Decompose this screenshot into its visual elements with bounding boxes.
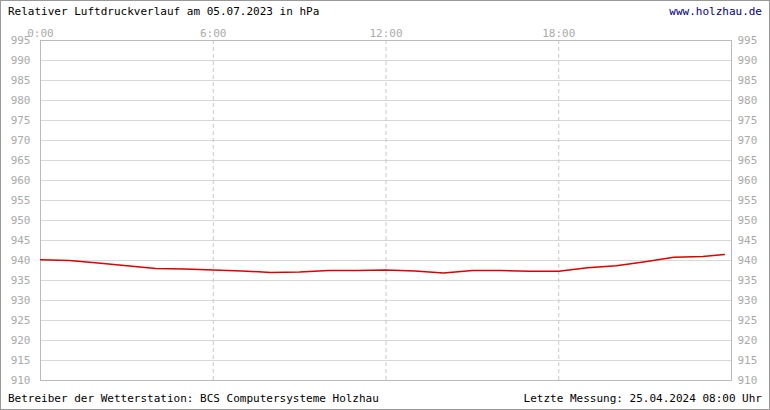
html-text:Letzte Messung: 25.04.2024 08:: Letzte Messung: 25.04.2024 08:00 Uhr [523, 392, 762, 405]
svg-text:935: 935 [11, 274, 31, 287]
svg-text:945: 945 [738, 234, 758, 247]
svg-text:955: 955 [738, 194, 758, 207]
svg-text:950: 950 [11, 214, 31, 227]
html-text:www.holzhau.de: www.holzhau.de [669, 5, 762, 18]
svg-text:985: 985 [738, 74, 758, 87]
svg-text:12:00: 12:00 [369, 27, 402, 40]
svg-text:980: 980 [11, 94, 31, 107]
svg-text:990: 990 [11, 54, 31, 67]
svg-text:920: 920 [11, 334, 31, 347]
svg-text:965: 965 [738, 154, 758, 167]
svg-text:925: 925 [738, 314, 758, 327]
svg-text:960: 960 [738, 174, 758, 187]
svg-text:960: 960 [11, 174, 31, 187]
svg-text:930: 930 [738, 294, 758, 307]
svg-text:945: 945 [11, 234, 31, 247]
html-text:Betreiber der Wetterstation: B: Betreiber der Wetterstation: BCS Compute… [8, 392, 379, 405]
svg-text:995: 995 [738, 34, 758, 47]
html-text:Relativer Luftdruckverlauf am: Relativer Luftdruckverlauf am 05.07.2023… [8, 5, 320, 18]
svg-text:18:00: 18:00 [542, 27, 575, 40]
svg-text:975: 975 [738, 114, 758, 127]
svg-text:925: 925 [11, 314, 31, 327]
svg-text:910: 910 [738, 374, 758, 387]
svg-text:940: 940 [11, 254, 31, 267]
svg-text:940: 940 [738, 254, 758, 267]
svg-text:955: 955 [11, 194, 31, 207]
svg-text:920: 920 [738, 334, 758, 347]
svg-text:0:00: 0:00 [27, 27, 54, 40]
svg-text:935: 935 [738, 274, 758, 287]
svg-text:950: 950 [738, 214, 758, 227]
svg-text:6:00: 6:00 [200, 27, 227, 40]
svg-text:930: 930 [11, 294, 31, 307]
svg-text:910: 910 [11, 374, 31, 387]
svg-text:965: 965 [11, 154, 31, 167]
svg-text:980: 980 [738, 94, 758, 107]
svg-text:970: 970 [738, 134, 758, 147]
svg-text:990: 990 [738, 54, 758, 67]
svg-text:970: 970 [11, 134, 31, 147]
svg-text:915: 915 [738, 354, 758, 367]
svg-text:985: 985 [11, 74, 31, 87]
svg-text:995: 995 [11, 34, 31, 47]
svg-text:915: 915 [11, 354, 31, 367]
svg-text:975: 975 [11, 114, 31, 127]
